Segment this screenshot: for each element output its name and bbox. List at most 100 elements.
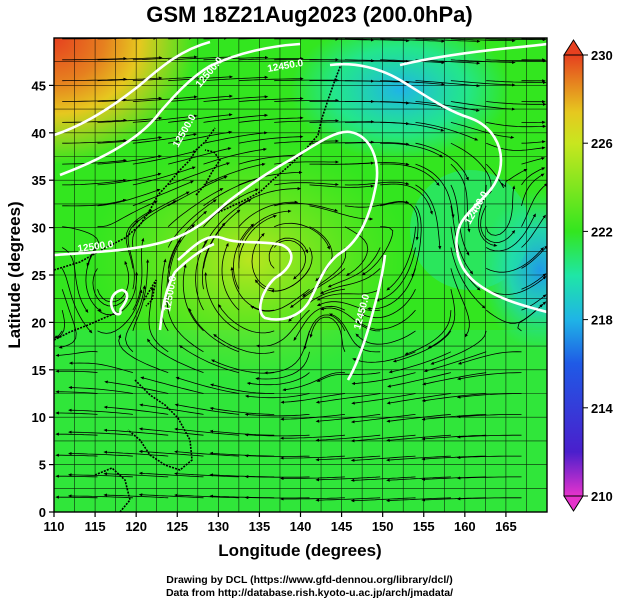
streamline <box>97 76 163 82</box>
streamline <box>315 414 381 423</box>
streamline <box>280 497 345 501</box>
streamline <box>450 184 470 256</box>
streamline <box>415 122 479 141</box>
streamline <box>62 118 127 123</box>
streamline <box>175 376 239 394</box>
streamline <box>68 494 133 499</box>
streamline <box>386 476 451 482</box>
y-tick-label: 5 <box>39 458 46 473</box>
streamline <box>289 268 346 308</box>
colorbar-tick-label: 214 <box>591 401 613 416</box>
streamline <box>132 55 198 61</box>
streamline <box>315 393 381 404</box>
streamline <box>209 429 275 436</box>
coastline-china <box>54 127 216 271</box>
streamline <box>316 288 381 301</box>
streamline <box>85 247 102 312</box>
streamline <box>380 80 445 86</box>
x-tick-label: 150 <box>372 519 394 534</box>
streamline <box>351 414 416 424</box>
streamline <box>132 200 177 248</box>
streamline <box>203 131 268 144</box>
coastline-borneo <box>94 467 131 512</box>
streamline <box>456 455 522 460</box>
coastlines <box>54 61 343 512</box>
y-tick-label: 10 <box>32 410 46 425</box>
streamline <box>61 268 93 334</box>
streamline <box>309 316 346 352</box>
contour-line <box>158 242 215 331</box>
streamline <box>166 239 181 311</box>
streamline <box>97 172 162 186</box>
streamline <box>456 434 522 439</box>
streamline <box>62 98 128 102</box>
contour-line <box>329 63 547 314</box>
x-axis-label: Longitude (degrees) <box>218 541 381 560</box>
streamline <box>280 414 345 421</box>
y-tick-label: 0 <box>39 505 46 520</box>
contour-line <box>399 42 547 67</box>
contour-line <box>54 130 379 321</box>
coastline-korea <box>195 149 221 196</box>
streamline <box>415 142 469 181</box>
streamline <box>450 268 470 338</box>
streamline <box>62 178 127 186</box>
streamline <box>55 432 98 436</box>
streamline <box>203 147 267 165</box>
streamline <box>350 497 416 503</box>
streamline <box>450 80 516 87</box>
streamline <box>380 59 445 65</box>
streamline <box>421 414 487 421</box>
streamline <box>55 369 98 373</box>
streamline <box>238 170 303 186</box>
streamline <box>55 474 98 478</box>
streamline <box>203 209 241 269</box>
y-tick-label: 25 <box>32 268 46 283</box>
streamline <box>350 476 416 482</box>
streamline <box>386 434 451 442</box>
streamline <box>62 198 127 207</box>
streamline <box>125 209 153 269</box>
contour-line <box>346 254 387 381</box>
streamline <box>415 184 442 250</box>
streamline <box>274 98 340 103</box>
streamline <box>351 393 416 405</box>
streamline <box>168 130 233 144</box>
streamline <box>203 95 269 102</box>
streamline <box>421 393 487 403</box>
streamline <box>380 163 440 187</box>
streamline <box>238 56 304 61</box>
streamline <box>168 94 233 102</box>
streamline <box>68 473 133 478</box>
x-tick-label: 125 <box>166 519 188 534</box>
streamline <box>209 451 275 457</box>
streamline <box>62 226 100 267</box>
streamline <box>486 101 547 106</box>
streamline <box>486 247 544 273</box>
streamline <box>209 406 275 415</box>
streamline <box>415 80 481 88</box>
streamline <box>233 223 255 290</box>
streamline <box>380 183 433 215</box>
streamline <box>245 393 310 399</box>
streamline <box>521 167 546 186</box>
streamline <box>380 38 445 43</box>
streamline <box>174 450 239 457</box>
streamline <box>55 390 98 394</box>
streamline <box>387 372 451 388</box>
streamline <box>521 294 547 311</box>
streamline <box>132 114 198 123</box>
colorbar-tick-label: 218 <box>591 313 613 328</box>
streamline <box>168 75 233 82</box>
streamline <box>486 275 547 295</box>
streamline <box>450 247 486 309</box>
streamline <box>327 247 381 288</box>
streamline <box>486 142 546 151</box>
streamline <box>97 56 163 61</box>
streamline <box>423 351 487 373</box>
streamline <box>188 307 240 353</box>
streamline <box>132 132 198 144</box>
streamline <box>203 75 269 82</box>
streamline <box>244 495 310 500</box>
y-axis-label: Latitude (degrees) <box>5 201 24 348</box>
